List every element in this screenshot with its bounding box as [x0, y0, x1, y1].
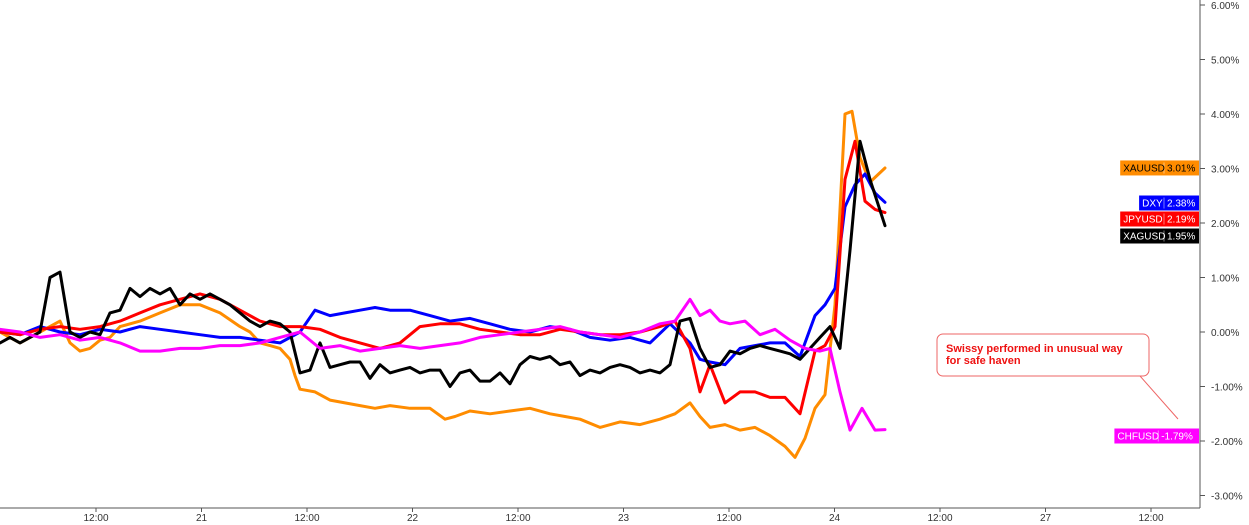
badge-bg [1120, 211, 1199, 227]
x-tick-label: 27 [1040, 513, 1052, 524]
annotation-text-line1: Swissy performed in unusual way [946, 343, 1124, 355]
x-tick-label: 22 [407, 513, 419, 524]
badge-name: DXY [1142, 199, 1163, 210]
badge-bg [1120, 160, 1199, 176]
y-tick-label: -1.00% [1211, 383, 1243, 394]
x-tick-label: 12:00 [716, 513, 741, 524]
badge-value: 3.01% [1167, 163, 1195, 174]
y-tick-label: 6.00% [1211, 1, 1239, 12]
badge-xauusd: XAUUSD 3.01% [1120, 160, 1199, 176]
series-line-chfusd [0, 297, 887, 432]
badge-jpyusd: JPYUSD 2.19% [1120, 211, 1199, 227]
annotation-pointer [1135, 375, 1179, 420]
x-tick-label: 21 [196, 513, 208, 524]
series-line-dxy [0, 172, 887, 367]
x-tick-label: 12:00 [1138, 513, 1163, 524]
y-tick-label: 1.00% [1211, 274, 1239, 285]
y-tick-label: 2.00% [1211, 219, 1239, 230]
x-tick-label: 24 [829, 513, 841, 524]
series-line-xagusd [0, 139, 887, 388]
x-tick-label: 12:00 [505, 513, 530, 524]
annotation-text-line2: for safe haven [946, 355, 1021, 367]
x-tick-label: 12:00 [83, 513, 108, 524]
badge-bg [1139, 195, 1199, 211]
badge-name: XAGUSD [1123, 232, 1165, 243]
badge-chfusd: CHFUSD -1.79% [1114, 428, 1199, 444]
badge-value: 2.19% [1167, 215, 1195, 226]
badge-dxy: DXY 2.38% [1139, 195, 1199, 211]
y-tick-label: 5.00% [1211, 56, 1239, 67]
badge-name: CHFUSD [1117, 432, 1159, 443]
badge-value: 1.95% [1167, 232, 1195, 243]
badge-bg [1114, 428, 1199, 444]
y-tick-label: -3.00% [1211, 492, 1243, 503]
y-tick-label: 3.00% [1211, 165, 1239, 176]
badge-bg [1120, 228, 1199, 244]
series-line-xauusd [0, 109, 887, 459]
y-tick-label: 0.00% [1211, 328, 1239, 339]
badge-value: 2.38% [1167, 199, 1195, 210]
y-tick-label: -2.00% [1211, 437, 1243, 448]
x-tick-label: 12:00 [927, 513, 952, 524]
badge-name: JPYUSD [1123, 215, 1162, 226]
badge-xagusd: XAGUSD 1.95% [1120, 228, 1199, 244]
x-tick-label: 23 [618, 513, 630, 524]
y-tick-label: 4.00% [1211, 110, 1239, 121]
badge-name: XAUUSD [1123, 163, 1165, 174]
badge-value: -1.79% [1161, 432, 1193, 443]
annotation-box [936, 333, 1150, 377]
x-tick-label: 12:00 [294, 513, 319, 524]
